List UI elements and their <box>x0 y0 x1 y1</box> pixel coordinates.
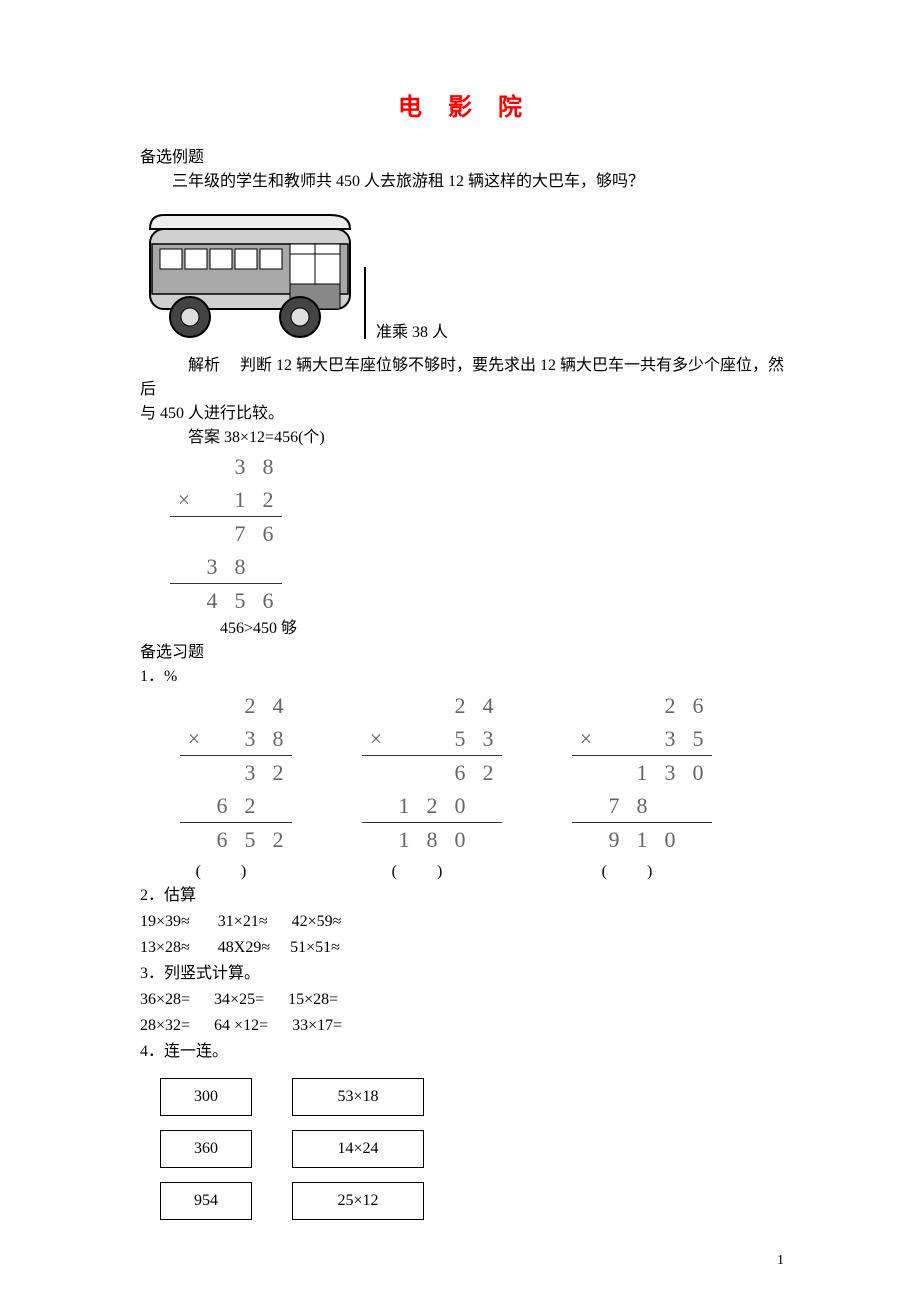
q4-pairs: 300 53×18 360 14×24 954 25×12 <box>140 1078 790 1220</box>
bus-icon <box>140 199 370 349</box>
page-title: 电 影 院 <box>140 90 790 126</box>
q3-label: 3．列竖式计算。 <box>140 962 790 986</box>
example-vertical-calc: 38×127638456 <box>140 450 790 617</box>
q2-line2: 13×28≈ 48X29≈ 51×51≈ <box>140 936 790 960</box>
bus-caption: 准乘 38 人 <box>376 321 448 349</box>
example-question: 三年级的学生和教师共 450 人去旅游租 12 辆这样的大巴车，够吗？ <box>140 170 790 194</box>
match-right: 25×12 <box>292 1182 424 1220</box>
q2-label: 2．估算 <box>140 884 790 908</box>
match-right: 53×18 <box>292 1078 424 1116</box>
q1-calc: 24×383262652( ) <box>150 689 292 884</box>
q1-label: 1．% <box>140 665 790 689</box>
match-left: 300 <box>160 1078 252 1116</box>
q1-calcs-row: 24×383262652( ) 24×5362120180( )26×351307… <box>150 689 790 884</box>
compare-text: 456>450 够 <box>220 617 790 641</box>
q3-line2: 28×32= 64 ×12= 33×17= <box>140 1014 790 1038</box>
q2-line1: 19×39≈ 31×21≈ 42×59≈ <box>140 910 790 934</box>
match-row: 300 53×18 <box>160 1078 790 1116</box>
analysis-line2: 与 450 人进行比较。 <box>140 402 790 426</box>
analysis-line1: 解析 判断 12 辆大巴车座位够不够时，要先求出 12 辆大巴车一共有多少个座位… <box>140 354 790 402</box>
answer-line: 答案 38×12=456(个) <box>188 426 790 450</box>
match-row: 360 14×24 <box>160 1130 790 1168</box>
match-right: 14×24 <box>292 1130 424 1168</box>
section-heading-example: 备选例题 <box>140 146 790 170</box>
section-heading-practice: 备选习题 <box>140 641 790 665</box>
match-left: 954 <box>160 1182 252 1220</box>
match-left: 360 <box>160 1130 252 1168</box>
bus-figure: 准乘 38 人 <box>140 199 790 349</box>
q1-calc: 24×5362120180( ) <box>332 689 502 884</box>
q1-calc: 26×3513078910( ) <box>542 689 712 884</box>
q3-line1: 36×28= 34×25= 15×28= <box>140 988 790 1012</box>
q4-label: 4．连一连。 <box>140 1040 790 1064</box>
match-row: 954 25×12 <box>160 1182 790 1220</box>
page-number: 1 <box>140 1250 790 1271</box>
